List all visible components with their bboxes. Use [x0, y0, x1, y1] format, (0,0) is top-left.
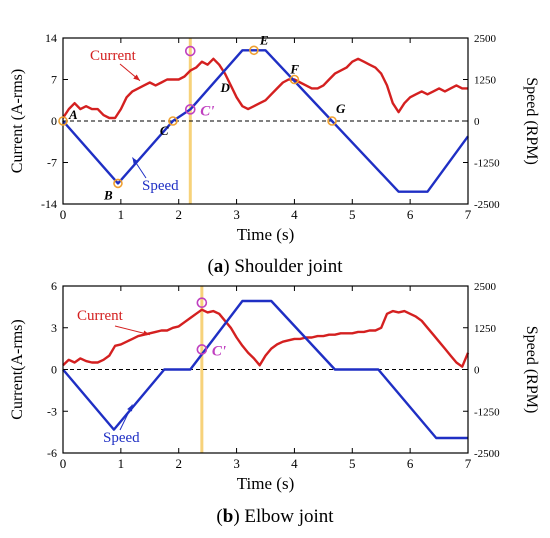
point-label: C [160, 123, 169, 138]
y-tick-label: 0 [51, 114, 57, 128]
legend-label-current: Current [90, 48, 137, 64]
panel-caption: (b) Elbow joint [216, 506, 334, 527]
series-line-current [62, 308, 470, 368]
caption-text: Elbow joint [240, 506, 335, 527]
y2-tick-label: -2500 [474, 199, 500, 211]
caption-letter: b [223, 506, 234, 527]
y2-tick-label: 1250 [474, 75, 497, 87]
x-tick-label: 6 [407, 456, 414, 471]
caption-paren-close: ) [223, 256, 229, 277]
y-tick-label: -14 [41, 197, 57, 211]
x-tick-label: 7 [465, 456, 472, 471]
x-tick-label: 4 [291, 456, 298, 471]
point-label: C' [200, 103, 214, 119]
x-tick-label: 3 [233, 456, 240, 471]
x-tick-label: 6 [407, 207, 414, 222]
x-tick-label: 5 [349, 456, 356, 471]
point-label: B [103, 187, 113, 202]
x-tick-label: 1 [118, 207, 125, 222]
legend-arrow-head [133, 74, 140, 81]
y-tick-label: -7 [47, 156, 57, 170]
y2-tick-label: -1250 [474, 406, 500, 418]
legend-arrow-head [127, 404, 133, 412]
y2-axis-label: Speed (RPM) [523, 77, 540, 165]
y-axis-label: Current (A-rms) [9, 69, 26, 173]
x-tick-label: 3 [233, 207, 240, 222]
point-label: A [68, 107, 78, 122]
x-axis-label: Time (s) [237, 225, 294, 244]
series-line-speed [62, 49, 469, 193]
series-line-speed [62, 299, 468, 440]
y2-tick-label: 0 [474, 116, 480, 128]
panel-elbow-joint: 0 1 2 3 4 5 6 7 -6 -3 0 3 6 -2500 -1250 0 1250 2500 Time (… [9, 279, 540, 527]
y-tick-label: -6 [47, 446, 57, 460]
point-marker [327, 116, 337, 126]
y2-tick-label: 2500 [474, 33, 497, 45]
point-marker [168, 116, 178, 126]
legend-label-current: Current [77, 308, 124, 324]
y2-tick-label: -2500 [474, 448, 500, 460]
y-axis-label: Current(A-rms) [9, 319, 26, 419]
panel-shoulder-joint: 0 1 2 3 4 5 6 7 -14 -7 0 7 14 -2500 -1250 0 1250 2500 Time… [9, 31, 540, 277]
x-tick-label: 0 [60, 456, 67, 471]
legend-arrow-head [132, 157, 139, 165]
y2-tick-label: 1250 [474, 323, 497, 335]
x-axis-label: Time (s) [237, 474, 294, 493]
peak-current-marker [196, 297, 208, 309]
point-label: D [220, 80, 231, 95]
y-tick-label: 7 [51, 73, 57, 87]
point-label: F [289, 62, 299, 77]
y2-tick-label: 2500 [474, 281, 497, 293]
y-tick-label: 3 [51, 321, 57, 335]
y-tick-label: 6 [51, 279, 57, 293]
x-tick-label: 5 [349, 207, 356, 222]
caption-paren-open: ( [216, 506, 222, 527]
x-tick-label: 2 [175, 456, 182, 471]
y-tick-label: 14 [45, 31, 57, 45]
y2-axis-label: Speed (RPM) [523, 326, 540, 414]
y-tick-label: 0 [51, 363, 57, 377]
legend-label-speed: Speed [142, 178, 179, 194]
point-label: C' [212, 343, 226, 359]
point-marker [196, 344, 208, 355]
caption-letter: a [214, 256, 224, 277]
y2-tick-label: 0 [474, 365, 480, 377]
x-tick-label: 7 [465, 207, 472, 222]
legend-label-speed: Speed [103, 430, 140, 446]
caption-paren-close: ) [233, 506, 239, 527]
caption-paren-open: ( [207, 256, 213, 277]
panel-caption: (a) Shoulder joint [207, 256, 343, 277]
y-tick-label: -3 [47, 404, 57, 418]
caption-text: Shoulder joint [230, 256, 344, 277]
point-marker [58, 116, 68, 126]
peak-current-marker [184, 45, 196, 57]
series-line-current [61, 57, 468, 120]
x-tick-label: 2 [175, 207, 182, 222]
point-marker [289, 74, 300, 85]
point-label: E [259, 32, 269, 47]
y2-tick-label: -1250 [474, 158, 500, 170]
point-label: G [336, 101, 346, 116]
legend-arrow-head [142, 330, 150, 336]
x-tick-label: 4 [291, 207, 298, 222]
point-marker [113, 178, 123, 189]
point-marker [184, 104, 196, 115]
point-marker [249, 45, 259, 56]
x-tick-label: 1 [118, 456, 125, 471]
x-tick-label: 0 [60, 207, 67, 222]
